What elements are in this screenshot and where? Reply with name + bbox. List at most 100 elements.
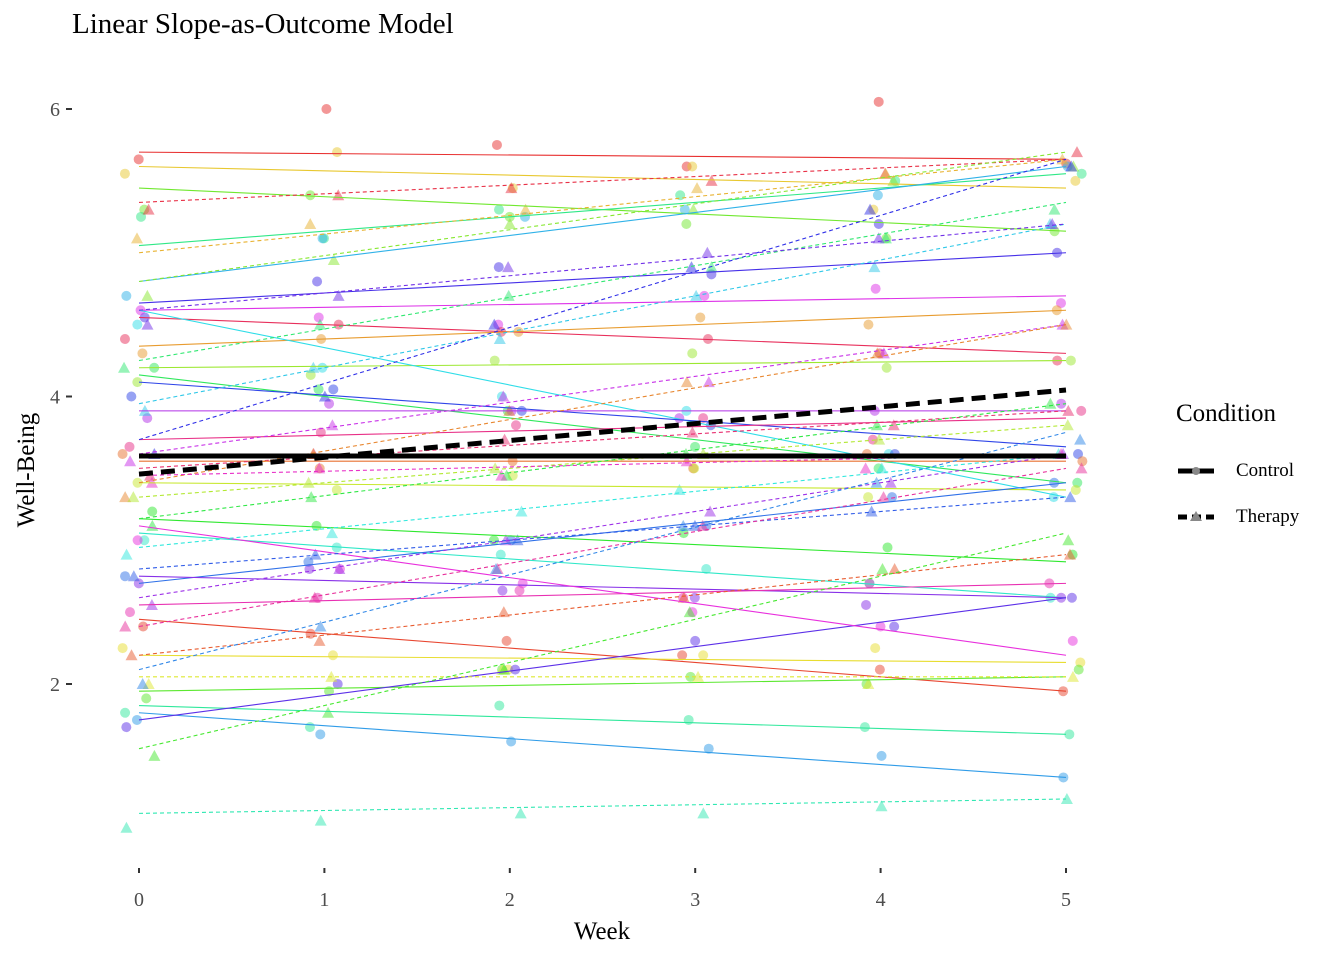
data-point-therapy xyxy=(876,563,889,574)
data-point-therapy xyxy=(887,174,900,186)
data-point-control xyxy=(698,413,709,424)
data-point-control xyxy=(873,96,884,107)
data-point-control xyxy=(876,750,887,761)
data-point-control xyxy=(317,233,328,244)
data-point-therapy xyxy=(141,318,154,330)
data-point-control xyxy=(120,571,131,582)
data-point-control xyxy=(1067,635,1078,646)
x-axis-label: Week xyxy=(574,918,631,945)
subject-line-control xyxy=(138,252,1067,304)
x-tick-label: 5 xyxy=(1061,889,1071,911)
data-point-control xyxy=(313,384,324,395)
data-point-therapy xyxy=(502,261,515,273)
subject-line-therapy xyxy=(138,324,1067,455)
data-point-therapy xyxy=(314,620,327,632)
data-point-therapy xyxy=(1070,146,1083,158)
data-point-control xyxy=(305,190,316,201)
data-point-control xyxy=(874,664,885,675)
subject-line-therapy xyxy=(138,532,1067,750)
data-point-control xyxy=(327,650,338,661)
data-point-control xyxy=(317,362,328,373)
data-point-control xyxy=(510,664,521,675)
data-point-control xyxy=(511,420,522,431)
data-point-control xyxy=(133,154,144,165)
legend-label-control: Control xyxy=(1236,460,1295,481)
data-point-therapy xyxy=(502,289,515,301)
x-tick-label: 1 xyxy=(319,889,329,911)
data-point-control xyxy=(703,743,714,754)
data-point-control xyxy=(331,484,342,495)
data-point-control xyxy=(126,391,137,402)
data-point-therapy xyxy=(302,476,315,488)
data-point-control xyxy=(501,635,512,646)
data-point-control xyxy=(312,276,323,287)
data-point-therapy xyxy=(1063,548,1076,560)
data-point-therapy xyxy=(124,455,137,467)
subject-line-therapy xyxy=(138,431,1067,671)
data-point-control xyxy=(119,334,130,344)
data-point-control xyxy=(132,319,143,330)
data-point-therapy xyxy=(686,426,699,438)
data-point-therapy xyxy=(864,203,877,215)
data-point-therapy xyxy=(1062,534,1075,546)
data-point-control xyxy=(315,729,326,740)
data-point-therapy xyxy=(702,376,715,388)
data-point-control xyxy=(679,204,690,215)
data-point-therapy xyxy=(308,591,321,603)
data-point-therapy xyxy=(873,433,886,445)
legend-title: Condition xyxy=(1176,400,1277,427)
data-point-therapy xyxy=(314,814,327,826)
data-point-therapy xyxy=(1065,160,1078,172)
data-point-therapy xyxy=(118,361,131,373)
data-point-therapy xyxy=(887,419,900,431)
data-point-therapy xyxy=(146,519,159,531)
data-point-therapy xyxy=(515,505,528,517)
data-point-therapy xyxy=(488,318,501,330)
subject-line-control xyxy=(138,525,1067,656)
data-point-therapy xyxy=(120,821,133,833)
data-point-therapy xyxy=(309,548,322,560)
data-point-therapy xyxy=(142,203,155,215)
data-point-control xyxy=(495,549,506,560)
y-tick-label: 2 xyxy=(50,674,60,696)
subject-line-therapy xyxy=(138,158,1067,441)
data-point-therapy xyxy=(868,261,881,273)
data-point-therapy xyxy=(1075,462,1088,474)
legend: Condition Control Therapy xyxy=(1176,400,1299,540)
subject-line-therapy xyxy=(138,467,1067,628)
data-point-therapy xyxy=(136,678,149,689)
data-point-control xyxy=(131,714,142,725)
data-point-control xyxy=(870,283,881,294)
data-point-therapy xyxy=(120,548,133,560)
data-point-control xyxy=(695,312,706,323)
data-point-therapy xyxy=(499,534,512,546)
data-point-control xyxy=(124,441,135,452)
data-point-therapy xyxy=(497,606,510,618)
data-point-control xyxy=(491,139,502,150)
subject-line-control xyxy=(138,518,1067,563)
data-point-therapy xyxy=(875,800,888,812)
data-point-therapy xyxy=(680,376,693,388)
data-point-therapy xyxy=(519,203,532,215)
legend-key-therapy xyxy=(1178,511,1214,521)
data-point-therapy xyxy=(131,232,144,244)
data-point-therapy xyxy=(871,347,884,359)
data-point-therapy xyxy=(304,218,317,229)
subject-line-therapy xyxy=(138,496,1067,570)
data-point-control xyxy=(1073,449,1084,459)
data-point-control xyxy=(121,290,132,301)
data-point-therapy xyxy=(489,462,502,474)
legend-item-control: Control xyxy=(1176,448,1299,494)
legend-label-therapy: Therapy xyxy=(1236,506,1300,527)
data-point-control xyxy=(674,413,685,424)
fixed-effect-line-therapy xyxy=(138,387,1067,477)
data-point-therapy xyxy=(148,749,161,761)
data-point-control xyxy=(124,607,135,618)
data-point-control xyxy=(887,492,898,503)
data-point-control xyxy=(1070,484,1081,495)
subject-line-control xyxy=(138,165,1067,283)
data-point-therapy xyxy=(1062,404,1075,416)
data-point-therapy xyxy=(1044,397,1057,409)
data-point-control xyxy=(137,348,148,359)
data-point-control xyxy=(861,599,872,610)
